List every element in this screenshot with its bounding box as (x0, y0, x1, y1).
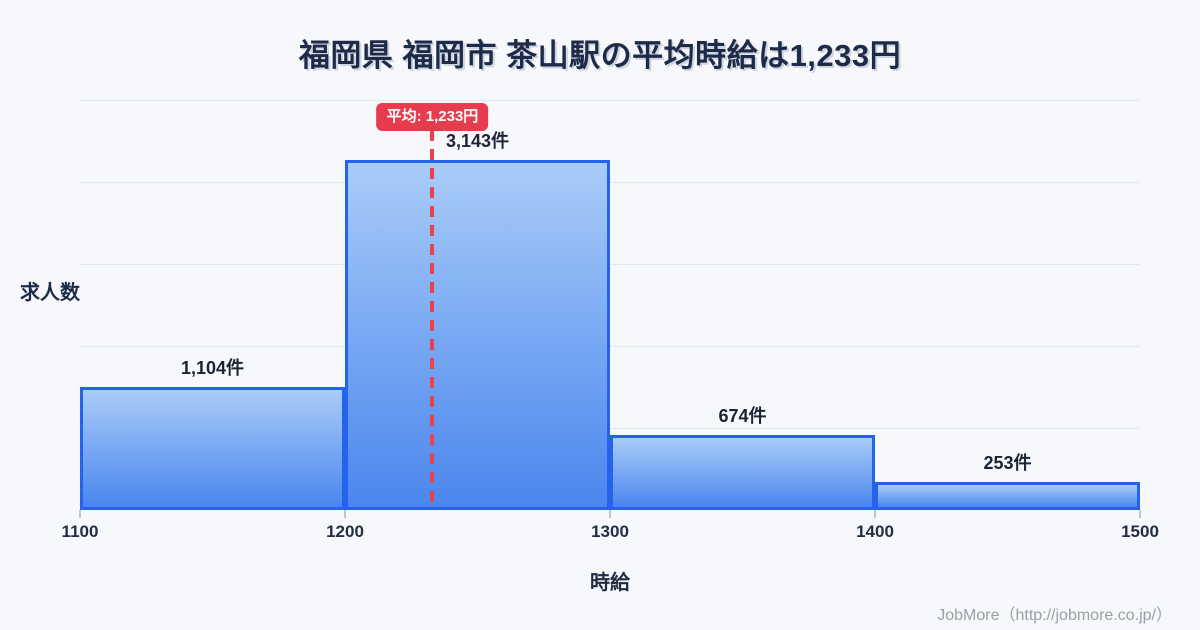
gridline (80, 264, 1140, 265)
histogram-bar (345, 160, 610, 510)
gridline (80, 346, 1140, 347)
x-tick-label: 1300 (591, 522, 629, 541)
gridline (80, 182, 1140, 183)
x-tick-label: 1200 (326, 522, 364, 541)
x-axis-title: 時給 (590, 572, 630, 594)
x-tick-mark (344, 510, 346, 518)
bar-value-label: 3,143件 (445, 131, 510, 151)
plot-area: 平均: 1,233円 1,104件 3,143件 674件 253件 1100 1200 1… (62, 100, 1159, 541)
chart-title: 福岡県 福岡市 茶山駅の平均時給は1,233円 (298, 38, 902, 73)
histogram-bar (610, 435, 875, 510)
x-tick-mark (874, 510, 876, 518)
x-tick-mark (79, 510, 81, 518)
x-tick-mark (609, 510, 611, 518)
bar-value-label: 674件 (718, 406, 767, 426)
histogram-bar (80, 387, 345, 510)
histogram-bar (875, 482, 1140, 510)
average-badge: 平均: 1,233円 (376, 103, 489, 131)
x-tick-mark (1139, 510, 1141, 518)
x-tick-label: 1400 (856, 522, 894, 541)
y-axis-title: 求人数 (20, 282, 80, 304)
average-line (430, 130, 435, 510)
gridline (80, 100, 1140, 101)
bar-value-label: 1,104件 (180, 358, 245, 378)
gridline (80, 428, 1140, 429)
x-tick-label: 1100 (61, 522, 99, 541)
credit-text: JobMore（http://jobmore.co.jp/） (937, 607, 1172, 624)
x-tick-label: 1500 (1121, 522, 1159, 541)
bar-value-label: 253件 (983, 453, 1032, 473)
